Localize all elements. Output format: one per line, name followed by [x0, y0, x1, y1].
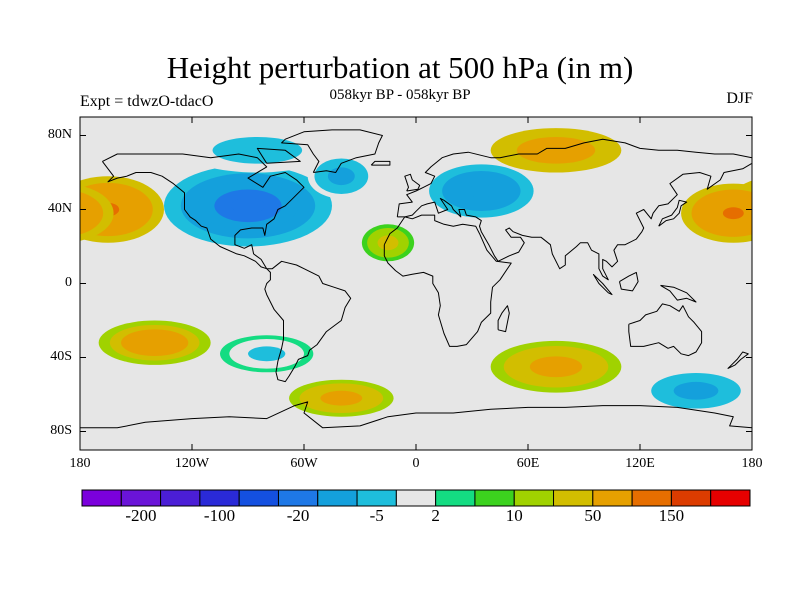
coastline-uk [404, 173, 421, 192]
anomaly-indian-ocean-high [542, 361, 570, 372]
anomaly-africa-high [382, 239, 394, 247]
x-tick-label: 180 [741, 456, 763, 471]
page-title: Height perturbation at 500 hPa (in m) [166, 50, 634, 85]
anomaly-west-pacific-high-wrap [80, 207, 83, 219]
colorbar-swatch [356, 489, 397, 507]
colorbar-swatch [710, 489, 751, 507]
colorbar-label: 10 [505, 506, 523, 525]
anomaly-siberia-high [542, 145, 570, 155]
coastlines [80, 129, 752, 429]
colorbar-label: 2 [431, 506, 440, 525]
coastline-greenland [281, 129, 383, 173]
y-tick-label: 40N [47, 200, 72, 216]
colorbar-swatch [474, 489, 515, 507]
anomaly-west-pacific-high [722, 207, 744, 220]
anomaly-south-pacific-high [143, 338, 166, 348]
anomaly-west-pacific-high-wrap [80, 198, 93, 228]
coastline-south-america [264, 260, 352, 383]
anomaly-south-atlantic-high [330, 394, 352, 402]
x-tick-label: 60W [290, 456, 318, 471]
season-label: DJF [726, 90, 753, 107]
y-tick-label: 0 [65, 274, 72, 290]
y-tick-label: 80S [50, 422, 72, 438]
coastline-iceland [370, 160, 391, 166]
colorbar-label: -100 [203, 506, 236, 525]
coastline-sumatra [592, 273, 613, 296]
colorbar-swatch [160, 489, 201, 507]
coastline-new-guinea [660, 284, 697, 303]
coastline-australia [628, 303, 703, 357]
colorbar-label: -5 [369, 506, 384, 525]
x-tick-label: 120E [625, 456, 655, 471]
anomaly-north-america-low [231, 197, 265, 214]
coastline-antarctica [80, 401, 752, 429]
contour-field [80, 117, 752, 450]
coastline-north-america [102, 153, 305, 270]
coastline-baffin [256, 147, 301, 164]
anomaly-south-pacific-low [257, 350, 276, 358]
axis-ticks [79, 117, 753, 450]
colorbar-swatch [81, 489, 122, 507]
colorbar-swatch [199, 489, 240, 507]
y-tick-label: 80N [47, 126, 72, 142]
x-tick-label: 0 [412, 456, 420, 471]
field-background [80, 117, 752, 450]
anomaly-arctic-canada-low [242, 145, 273, 155]
experiment-label: Expt = tdwzO-tdacO [80, 93, 214, 110]
colorbar-swatch [120, 489, 162, 507]
colorbar-swatch [592, 489, 633, 507]
colorbar-swatch [317, 489, 358, 507]
anomaly-north-pacific-high-wrap [746, 198, 752, 221]
x-tick-label: 60E [516, 456, 540, 471]
anomaly-north-atlantic-low [334, 171, 349, 181]
coastline-eurasia [396, 138, 752, 281]
coastline-japan [658, 199, 688, 227]
colorbar-swatch [435, 489, 476, 507]
colorbar-swatch [238, 489, 279, 507]
coastline-africa [383, 214, 512, 347]
colorbar-swatch [513, 489, 555, 507]
coastline-new-zealand [727, 351, 749, 370]
colorbar-label: 50 [584, 506, 602, 525]
x-tick-label: 120W [174, 456, 210, 471]
anomaly-southern-ocean-low [684, 386, 708, 396]
colorbar-swatch [553, 489, 594, 507]
coastline-borneo [619, 271, 639, 292]
subtitle: 058kyr BP - 058kyr BP [329, 87, 471, 103]
colorbar-label: 150 [658, 506, 685, 525]
colorbar-label: -20 [286, 506, 310, 525]
x-tick-label: 180 [69, 456, 91, 471]
colorbar-swatch [670, 489, 712, 507]
anomaly-eurasia-low [468, 184, 495, 198]
colorbar-swatch [277, 489, 319, 507]
colorbar-swatch [631, 489, 672, 507]
colorbar-label: -200 [125, 506, 157, 525]
coastline-madagascar [497, 305, 510, 333]
y-tick-label: 40S [50, 348, 72, 364]
colorbar-swatch [395, 489, 437, 507]
colorbar [81, 489, 751, 507]
